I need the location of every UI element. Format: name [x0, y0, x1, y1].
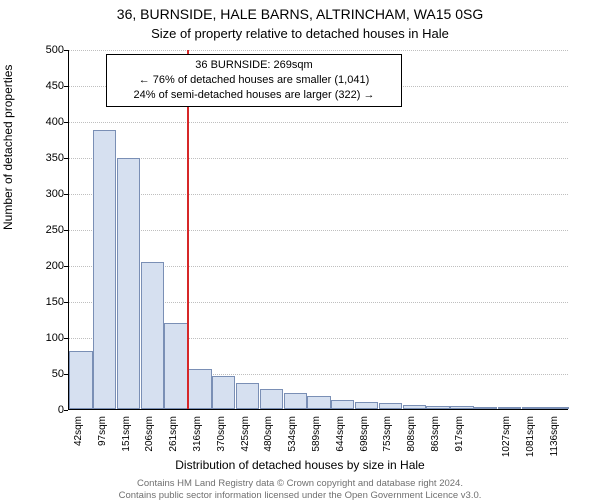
info-line-larger: 24% of semi-detached houses are larger (…: [113, 88, 395, 103]
histogram-bar: [545, 407, 568, 409]
info-line-property: 36 BURNSIDE: 269sqm: [113, 58, 395, 73]
histogram-bar: [260, 389, 283, 409]
y-tick-mark: [64, 158, 68, 159]
gridline: [69, 122, 568, 123]
y-tick-label: 200: [14, 260, 64, 272]
histogram-bar: [284, 393, 307, 409]
y-tick-label: 150: [14, 296, 64, 308]
chart-title: 36, BURNSIDE, HALE BARNS, ALTRINCHAM, WA…: [0, 6, 600, 22]
histogram-bar: [188, 369, 211, 409]
y-tick-mark: [64, 374, 68, 375]
y-tick-label: 50: [14, 368, 64, 380]
histogram-bar: [450, 406, 473, 409]
histogram-bar: [212, 376, 235, 409]
attribution: Contains HM Land Registry data © Crown c…: [0, 478, 600, 502]
chart-subtitle: Size of property relative to detached ho…: [0, 26, 600, 41]
histogram-bar: [307, 396, 330, 409]
y-tick-label: 500: [14, 44, 64, 56]
y-tick-label: 400: [14, 116, 64, 128]
histogram-bar: [164, 323, 187, 409]
histogram-bar: [403, 405, 426, 409]
histogram-bar: [331, 400, 354, 409]
y-tick-mark: [64, 86, 68, 87]
x-axis-label: Distribution of detached houses by size …: [0, 458, 600, 472]
gridline: [69, 50, 568, 51]
y-tick-label: 250: [14, 224, 64, 236]
y-tick-mark: [64, 302, 68, 303]
histogram-bar: [474, 407, 497, 409]
y-tick-label: 450: [14, 80, 64, 92]
y-tick-mark: [64, 410, 68, 411]
histogram-bar: [117, 158, 140, 409]
histogram-bar: [522, 407, 545, 409]
histogram-bar: [498, 407, 521, 409]
y-tick-mark: [64, 338, 68, 339]
y-tick-mark: [64, 50, 68, 51]
histogram-bar: [379, 403, 402, 409]
y-tick-mark: [64, 230, 68, 231]
info-line-smaller: ← 76% of detached houses are smaller (1,…: [113, 73, 395, 88]
y-axis-label: Number of detached properties: [1, 65, 15, 230]
attribution-line-1: Contains HM Land Registry data © Crown c…: [0, 478, 600, 490]
histogram-bar: [355, 402, 378, 409]
gridline: [69, 230, 568, 231]
histogram-bar: [426, 406, 449, 409]
y-tick-label: 100: [14, 332, 64, 344]
y-tick-label: 0: [14, 404, 64, 416]
histogram-bar: [236, 383, 259, 409]
y-tick-label: 350: [14, 152, 64, 164]
gridline: [69, 158, 568, 159]
y-tick-mark: [64, 122, 68, 123]
y-tick-mark: [64, 194, 68, 195]
histogram-bar: [69, 351, 92, 409]
info-box: 36 BURNSIDE: 269sqm ← 76% of detached ho…: [106, 54, 402, 107]
histogram-bar: [141, 262, 164, 409]
y-tick-label: 300: [14, 188, 64, 200]
gridline: [69, 194, 568, 195]
histogram-bar: [93, 130, 116, 409]
y-tick-mark: [64, 266, 68, 267]
